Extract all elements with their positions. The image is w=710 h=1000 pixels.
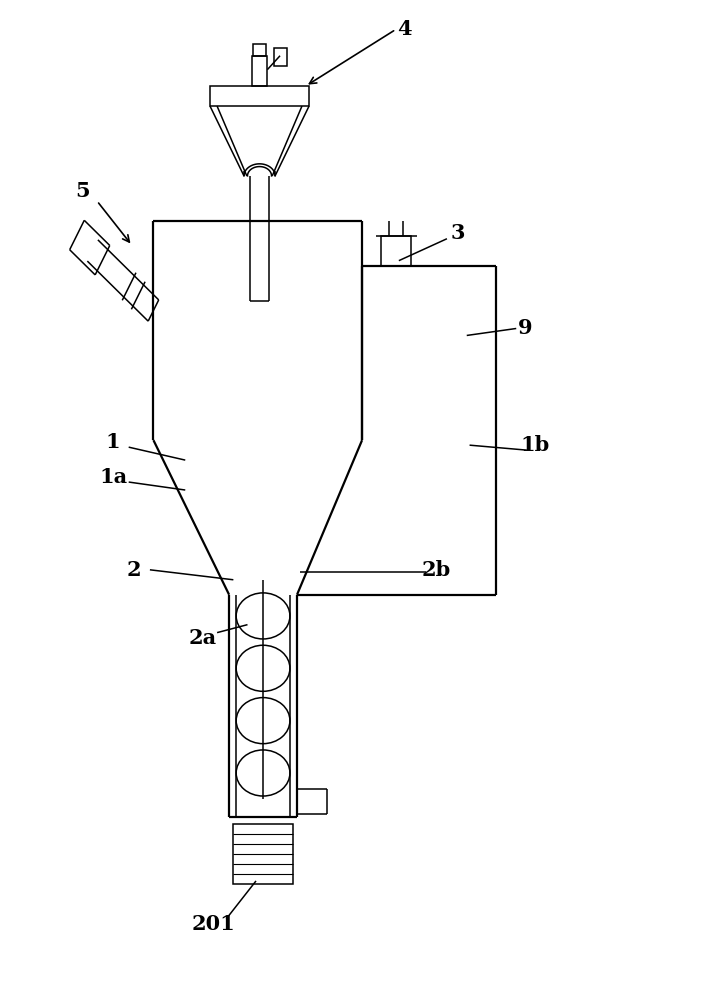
Text: 5: 5 (75, 181, 90, 201)
Text: 201: 201 (192, 914, 236, 934)
Text: 4: 4 (397, 19, 412, 39)
Text: 9: 9 (518, 318, 532, 338)
Text: 2a: 2a (189, 628, 217, 648)
Bar (381, 236, 411, 266)
Text: 1: 1 (106, 432, 121, 452)
Bar (274, 48, 287, 66)
Bar (234, 824, 293, 884)
Text: 3: 3 (450, 223, 465, 243)
Text: 1a: 1a (99, 467, 127, 487)
Text: 2: 2 (127, 560, 142, 580)
Bar (210, 86, 309, 106)
Bar (253, 44, 266, 56)
Bar (252, 56, 267, 86)
Text: 1b: 1b (520, 435, 550, 455)
Text: 2b: 2b (422, 560, 451, 580)
